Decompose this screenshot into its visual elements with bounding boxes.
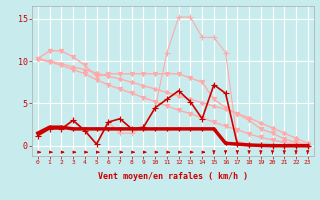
X-axis label: Vent moyen/en rafales ( km/h ): Vent moyen/en rafales ( km/h ): [98, 172, 248, 181]
